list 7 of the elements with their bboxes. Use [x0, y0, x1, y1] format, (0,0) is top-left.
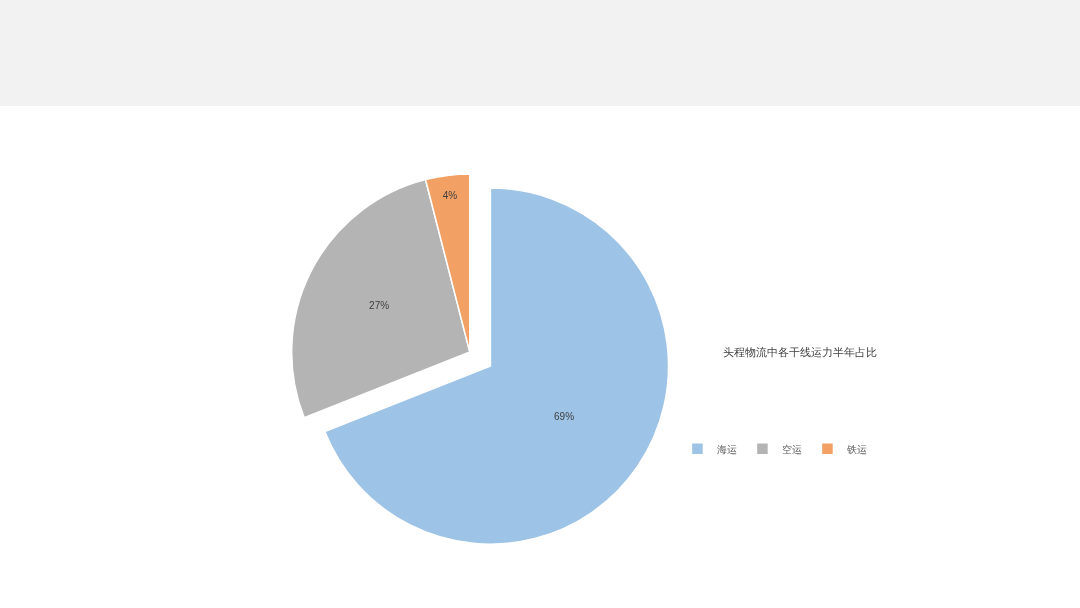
legend-label: 空运 [782, 443, 803, 455]
legend-label: 铁运 [846, 443, 868, 455]
data-label: 4% [442, 189, 458, 201]
text: 头程物流中各干线运力半年占比 [723, 345, 878, 359]
data-label: 69% [554, 410, 575, 422]
legend-label: 海运 [717, 443, 738, 455]
data-label: 27% [369, 300, 390, 312]
